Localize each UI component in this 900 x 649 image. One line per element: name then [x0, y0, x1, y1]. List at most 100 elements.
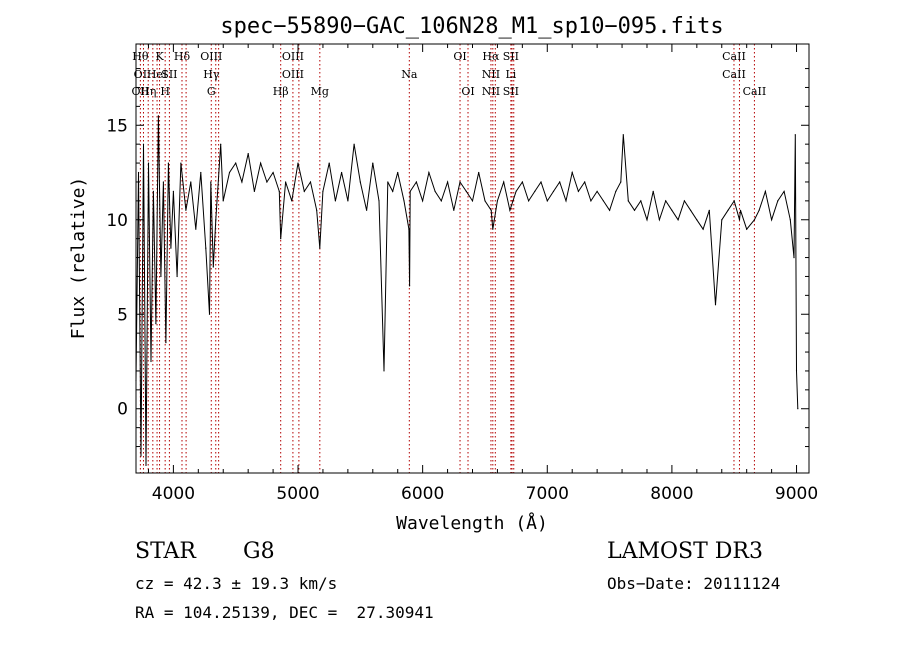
data-point-0-91: [577, 190, 580, 192]
data-point-0-7: [152, 190, 154, 192]
line-label-10-mid: Hγ: [203, 68, 220, 81]
x-axis-label: Wavelength (Å): [396, 512, 548, 534]
data-point-0-81: [515, 190, 517, 192]
x-tick-label-7000: 7000: [526, 484, 569, 504]
data-point-0-71: [459, 181, 461, 183]
data-point-0-70: [453, 209, 455, 211]
data-point-0-51: [353, 143, 355, 145]
data-point-0-121: [753, 219, 756, 221]
data-point-0-87: [552, 190, 555, 192]
chart-title: spec−55890−GAC_106N28_M1_sp10−095.fits: [220, 14, 723, 39]
data-point-0-60: [403, 200, 405, 202]
survey-name: LAMOST DR3: [607, 539, 763, 564]
line-label-14-mid: OIII: [282, 68, 304, 81]
object-class: STAR: [135, 539, 196, 564]
data-point-0-40: [291, 200, 293, 202]
data-point-0-19: [190, 181, 192, 183]
data-point-0-114: [714, 304, 717, 306]
data-point-0-111: [696, 219, 698, 221]
data-point-0-11: [162, 181, 164, 183]
data-point-0-31: [241, 181, 243, 183]
data-point-0-130: [795, 370, 798, 372]
x-tick-label-8000: 8000: [650, 484, 693, 504]
data-point-0-90: [571, 171, 573, 174]
data-point-0-63: [409, 190, 411, 192]
data-point-0-110: [690, 209, 692, 211]
data-point-0-41: [297, 162, 299, 164]
data-point-0-38: [280, 238, 282, 240]
data-point-0-34: [260, 162, 262, 164]
data-point-0-99: [622, 134, 624, 136]
data-point-0-5: [147, 162, 150, 164]
data-point-0-30: [235, 162, 237, 164]
line-label-26-mid: CaII: [722, 68, 746, 81]
data-point-0-105: [658, 219, 661, 221]
line-label-8-top: Hδ: [174, 50, 191, 63]
data-point-0-96: [609, 209, 611, 211]
data-point-0-112: [702, 228, 704, 230]
data-point-0-76: [490, 209, 492, 211]
data-point-0-18: [185, 209, 187, 211]
data-point-0-104: [652, 190, 654, 192]
data-point-0-54: [372, 162, 374, 164]
line-label-19-low: OI: [461, 85, 474, 98]
data-point-0-8: [155, 323, 157, 325]
data-point-0-89: [565, 200, 567, 202]
line-label-23-mid: Li: [505, 68, 516, 81]
data-point-0-46: [322, 190, 324, 192]
data-point-0-1: [137, 171, 140, 174]
data-point-0-108: [677, 219, 679, 221]
spectral-line-markers: [139, 44, 755, 473]
data-point-0-62: [409, 285, 411, 287]
x-tick-label-9000: 9000: [775, 484, 818, 504]
data-point-0-123: [764, 190, 767, 192]
data-point-0-100: [627, 200, 629, 202]
data-point-0-88: [559, 181, 561, 183]
data-point-0-131: [797, 408, 799, 410]
data-point-0-2: [140, 455, 142, 457]
line-label-23-top: SII: [503, 50, 519, 63]
data-point-0-72: [465, 190, 467, 192]
plot-frame: [135, 43, 810, 474]
data-point-0-55: [378, 200, 380, 202]
data-point-0-65: [422, 200, 424, 202]
x-tick-label-5000: 5000: [276, 484, 319, 504]
line-label-20-top: Hα: [482, 50, 500, 63]
data-point-0-117: [733, 200, 735, 202]
observation-date: Obs−Date: 20111124: [607, 574, 781, 593]
line-label-0-top: Hθ: [132, 50, 149, 63]
data-point-0-66: [428, 171, 430, 174]
y-axis-label: Flux (relative): [68, 177, 89, 340]
data-point-0-94: [596, 190, 598, 192]
data-point-0-15: [172, 190, 174, 192]
line-label-16-low: Mg: [311, 85, 329, 98]
data-point-0-84: [534, 190, 536, 192]
data-point-0-64: [415, 181, 417, 183]
line-label-0-mid: OI: [134, 68, 147, 81]
data-point-0-49: [341, 171, 343, 174]
data-point-0-78: [496, 200, 498, 202]
data-point-0-107: [671, 209, 673, 211]
data-point-0-93: [590, 200, 592, 202]
data-point-0-97: [615, 190, 617, 192]
data-point-0-50: [347, 200, 349, 202]
data-point-0-20: [195, 228, 197, 230]
line-label-7-mid: SII: [161, 68, 177, 81]
data-point-0-127: [789, 219, 791, 221]
data-point-0-39: [285, 181, 287, 183]
data-point-0-73: [471, 200, 474, 202]
data-point-0-29: [228, 171, 231, 174]
data-point-0-61: [408, 228, 410, 230]
data-point-0-35: [266, 181, 268, 183]
data-point-0-9: [157, 115, 159, 117]
data-point-0-58: [392, 190, 394, 192]
data-point-0-57: [387, 181, 389, 183]
y-tick-label-10: 10: [106, 211, 128, 231]
data-point-0-80: [509, 209, 511, 211]
data-point-0-37: [278, 190, 280, 192]
data-point-0-129: [794, 134, 796, 136]
line-label-5-top: K: [155, 50, 164, 63]
axis-ticks: 4000 5000 6000 7000 8000 9000 0 5 10 15: [106, 44, 818, 504]
data-point-0-16: [176, 275, 178, 278]
